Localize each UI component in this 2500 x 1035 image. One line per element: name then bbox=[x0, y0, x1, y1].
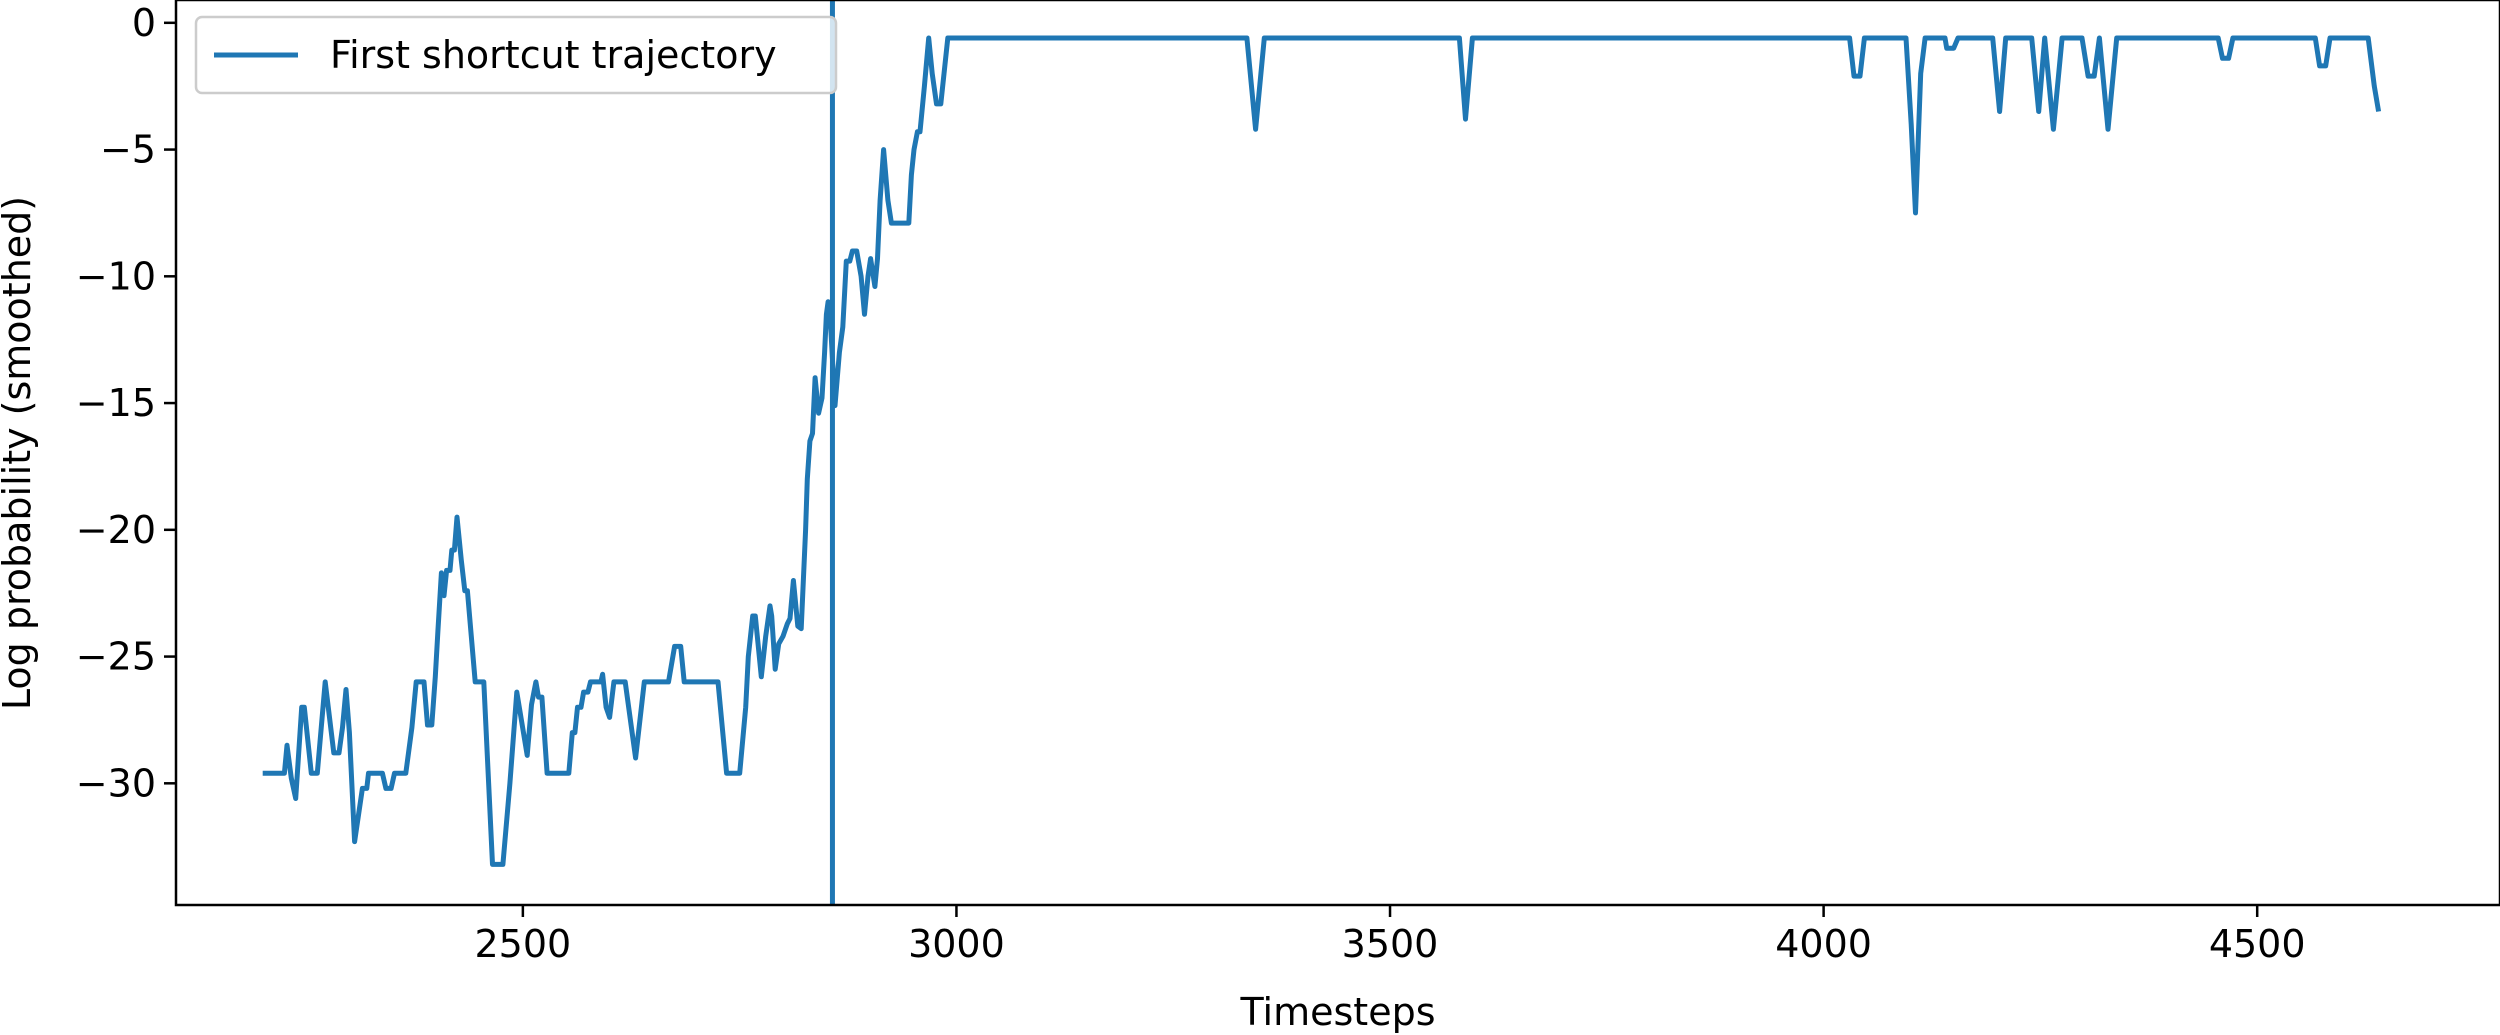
y-tick-label: −10 bbox=[76, 254, 156, 298]
y-tick-label: −25 bbox=[76, 635, 156, 679]
x-tick-label: 4500 bbox=[2209, 922, 2306, 966]
series-line-0 bbox=[262, 35, 2382, 867]
series-group bbox=[262, 35, 2382, 867]
legend-label: First shortcut trajectory bbox=[330, 33, 777, 77]
y-tick-label: −30 bbox=[76, 761, 156, 805]
plot-background bbox=[176, 0, 2500, 905]
x-tick-label: 3000 bbox=[908, 922, 1005, 966]
y-tick-label: −5 bbox=[100, 128, 156, 172]
legend-frame bbox=[194, 15, 838, 95]
legend: First shortcut trajectory bbox=[194, 15, 838, 95]
x-axis-title: Timesteps bbox=[1240, 990, 1436, 1034]
y-tick-label: 0 bbox=[132, 1, 156, 45]
axes-group bbox=[174, 0, 2500, 907]
axes-frame bbox=[174, 0, 2500, 907]
plot-area bbox=[176, 0, 2500, 905]
y-axis-ticks: 0 −5 −10 −15 −20 −25 −30 bbox=[76, 1, 176, 805]
y-tick-label: −15 bbox=[76, 381, 156, 425]
x-axis-ticks: 2500 3000 3500 4000 4500 bbox=[475, 905, 2306, 966]
x-tick-label: 2500 bbox=[475, 922, 572, 966]
x-tick-label: 3500 bbox=[1342, 922, 1439, 966]
y-tick-label: −20 bbox=[76, 508, 156, 552]
y-axis-title: Log probability (smoothed) bbox=[0, 196, 39, 710]
x-tick-label: 4000 bbox=[1775, 922, 1872, 966]
